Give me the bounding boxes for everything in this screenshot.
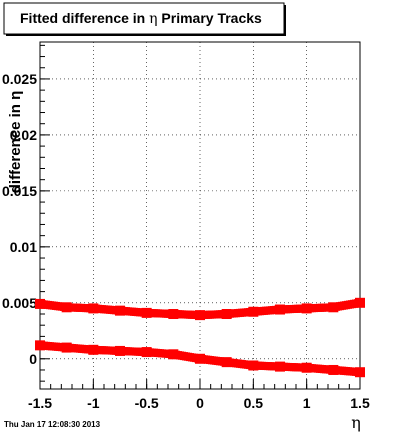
y-tick-label: 0.005 bbox=[2, 295, 37, 311]
data-point bbox=[195, 310, 205, 321]
data-point bbox=[328, 302, 339, 313]
data-point bbox=[248, 306, 259, 317]
data-point bbox=[35, 298, 45, 309]
data-point bbox=[355, 297, 365, 308]
data-point bbox=[61, 302, 72, 313]
data-point bbox=[355, 367, 365, 378]
series-2 bbox=[35, 340, 365, 378]
data-point bbox=[168, 349, 179, 360]
data-point bbox=[221, 309, 232, 320]
series-1 bbox=[35, 297, 365, 321]
title-box bbox=[3, 2, 285, 35]
grid bbox=[40, 42, 360, 389]
y-tick-label: 0.015 bbox=[2, 183, 37, 199]
y-tick-label: 0.02 bbox=[10, 127, 37, 143]
data-point bbox=[88, 303, 99, 314]
data-point bbox=[275, 304, 285, 315]
data-point bbox=[115, 345, 125, 356]
timestamp: Thu Jan 17 12:08:30 2013 bbox=[4, 420, 101, 429]
data-point bbox=[328, 364, 339, 375]
x-tick-label: 1.5 bbox=[350, 395, 370, 411]
data-point bbox=[115, 305, 125, 316]
data-point bbox=[141, 347, 152, 358]
x-axis-title: η bbox=[351, 413, 361, 432]
series-layer bbox=[35, 297, 365, 378]
data-point bbox=[221, 357, 232, 368]
data-point bbox=[168, 309, 179, 320]
data-point bbox=[248, 360, 259, 371]
x-tick-label: -1.5 bbox=[28, 395, 52, 411]
x-tick-label: 0 bbox=[196, 395, 204, 411]
chart-title: Fitted difference in η Primary Tracks bbox=[3, 2, 286, 36]
x-tick-label: 1 bbox=[303, 395, 311, 411]
data-point bbox=[301, 303, 312, 314]
data-point bbox=[61, 342, 72, 353]
data-point bbox=[275, 361, 285, 372]
data-point bbox=[301, 362, 312, 373]
data-point bbox=[88, 344, 99, 355]
y-tick-label: 0.025 bbox=[2, 71, 37, 87]
data-point bbox=[35, 340, 45, 351]
axes: -1.5 -1 -0.5 0 0.5 1 1.5 0 0.005 0.01 0.015 0.02 0.0… bbox=[2, 44, 370, 411]
data-point bbox=[195, 353, 205, 364]
title-text: Fitted difference in η Primary Tracks bbox=[20, 10, 262, 27]
y-tick-label: 0.01 bbox=[10, 239, 37, 255]
y-axis-title: difference in η bbox=[7, 91, 24, 194]
x-tick-label: -1 bbox=[87, 395, 100, 411]
y-tick-label: 0 bbox=[29, 351, 37, 367]
x-tick-label: 0.5 bbox=[244, 395, 264, 411]
x-tick-label: -0.5 bbox=[135, 395, 159, 411]
data-point bbox=[141, 307, 152, 318]
